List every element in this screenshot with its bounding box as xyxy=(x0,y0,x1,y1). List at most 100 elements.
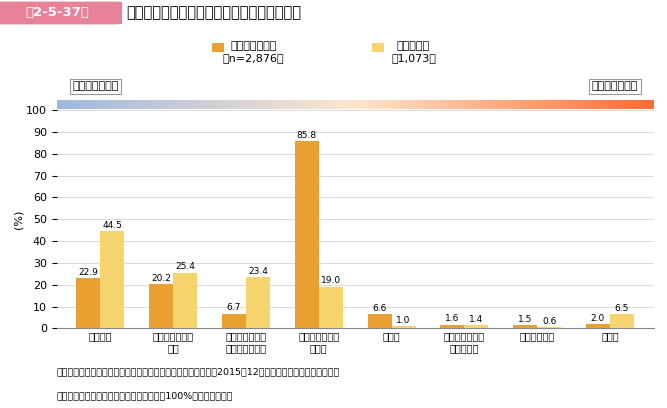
Bar xyxy=(357,100,359,109)
Bar xyxy=(385,100,387,109)
Bar xyxy=(146,100,148,109)
Bar xyxy=(261,100,263,109)
Text: 内部性の高い先: 内部性の高い先 xyxy=(72,82,119,91)
Bar xyxy=(348,100,350,109)
Bar xyxy=(392,326,416,328)
Bar xyxy=(115,100,116,109)
Bar xyxy=(267,100,269,109)
Bar xyxy=(486,100,488,109)
Bar xyxy=(536,100,538,109)
Bar xyxy=(59,100,61,109)
Bar xyxy=(122,100,124,109)
Bar xyxy=(319,100,321,109)
Bar xyxy=(245,100,247,109)
Bar xyxy=(315,100,317,109)
Bar xyxy=(473,100,474,109)
Bar xyxy=(602,100,604,109)
Bar xyxy=(253,100,255,109)
Bar xyxy=(441,100,443,109)
Bar xyxy=(594,100,596,109)
Bar xyxy=(230,100,232,109)
Bar xyxy=(99,100,101,109)
Bar xyxy=(614,100,616,109)
Bar xyxy=(120,100,122,109)
Bar xyxy=(590,100,592,109)
Bar xyxy=(624,100,626,109)
Bar xyxy=(101,100,103,109)
Bar xyxy=(389,100,391,109)
Bar xyxy=(198,100,200,109)
Text: 資料：中小企業庁委託「中小企業の資金調達に関する調査」（2015年12月、みずほ総合研究所（株））: 資料：中小企業庁委託「中小企業の資金調達に関する調査」（2015年12月、みずほ… xyxy=(57,367,340,376)
Bar xyxy=(283,100,285,109)
Bar xyxy=(610,314,634,328)
Bar xyxy=(447,100,449,109)
Bar xyxy=(395,100,397,109)
Bar xyxy=(265,100,267,109)
Bar xyxy=(377,100,379,109)
Bar xyxy=(401,100,403,109)
Bar xyxy=(478,100,480,109)
Bar xyxy=(494,100,496,109)
Bar xyxy=(226,100,228,109)
Bar xyxy=(63,100,65,109)
Bar xyxy=(342,100,344,109)
Text: 6.6: 6.6 xyxy=(372,304,387,313)
Bar xyxy=(317,100,319,109)
Text: 0.6: 0.6 xyxy=(542,317,556,326)
Bar xyxy=(375,100,377,109)
Bar xyxy=(368,314,392,328)
Bar xyxy=(618,100,620,109)
Bar xyxy=(628,100,630,109)
Bar xyxy=(379,100,381,109)
Bar xyxy=(107,100,109,109)
Bar xyxy=(488,100,490,109)
Bar xyxy=(329,100,331,109)
Text: （注）　複数回答のため、合計は必ずしも100%にはならない。: （注） 複数回答のため、合計は必ずしも100%にはならない。 xyxy=(57,391,233,400)
Bar xyxy=(626,100,628,109)
Bar xyxy=(168,100,170,109)
Bar xyxy=(520,100,522,109)
Bar xyxy=(105,100,107,109)
Bar xyxy=(273,100,275,109)
Bar xyxy=(111,100,113,109)
Bar xyxy=(604,100,606,109)
Bar xyxy=(340,100,342,109)
Text: 22.9: 22.9 xyxy=(79,268,98,277)
Bar xyxy=(440,325,464,328)
Bar xyxy=(538,100,540,109)
Bar xyxy=(152,100,154,109)
Bar xyxy=(65,100,67,109)
Bar xyxy=(73,100,75,109)
Bar xyxy=(172,100,174,109)
Bar xyxy=(391,100,393,109)
Bar xyxy=(504,100,506,109)
Bar xyxy=(132,100,134,109)
Bar xyxy=(453,100,455,109)
Bar xyxy=(429,100,431,109)
Bar xyxy=(586,100,588,109)
Bar xyxy=(130,100,132,109)
Bar xyxy=(344,100,346,109)
Bar xyxy=(85,100,87,109)
Bar xyxy=(136,100,138,109)
Bar xyxy=(305,100,307,109)
Bar xyxy=(192,100,194,109)
Bar xyxy=(289,100,291,109)
Bar xyxy=(232,100,234,109)
Bar xyxy=(518,100,520,109)
Bar xyxy=(93,100,95,109)
Bar xyxy=(311,100,313,109)
Bar xyxy=(463,100,465,109)
Bar xyxy=(166,100,168,109)
Bar xyxy=(636,100,638,109)
Bar xyxy=(206,100,208,109)
Bar xyxy=(650,100,652,109)
Bar xyxy=(77,100,79,109)
Bar xyxy=(431,100,433,109)
Bar xyxy=(126,100,128,109)
Bar xyxy=(200,100,202,109)
Bar xyxy=(287,100,289,109)
Bar xyxy=(327,100,329,109)
Bar xyxy=(542,100,544,109)
Bar xyxy=(69,100,71,109)
